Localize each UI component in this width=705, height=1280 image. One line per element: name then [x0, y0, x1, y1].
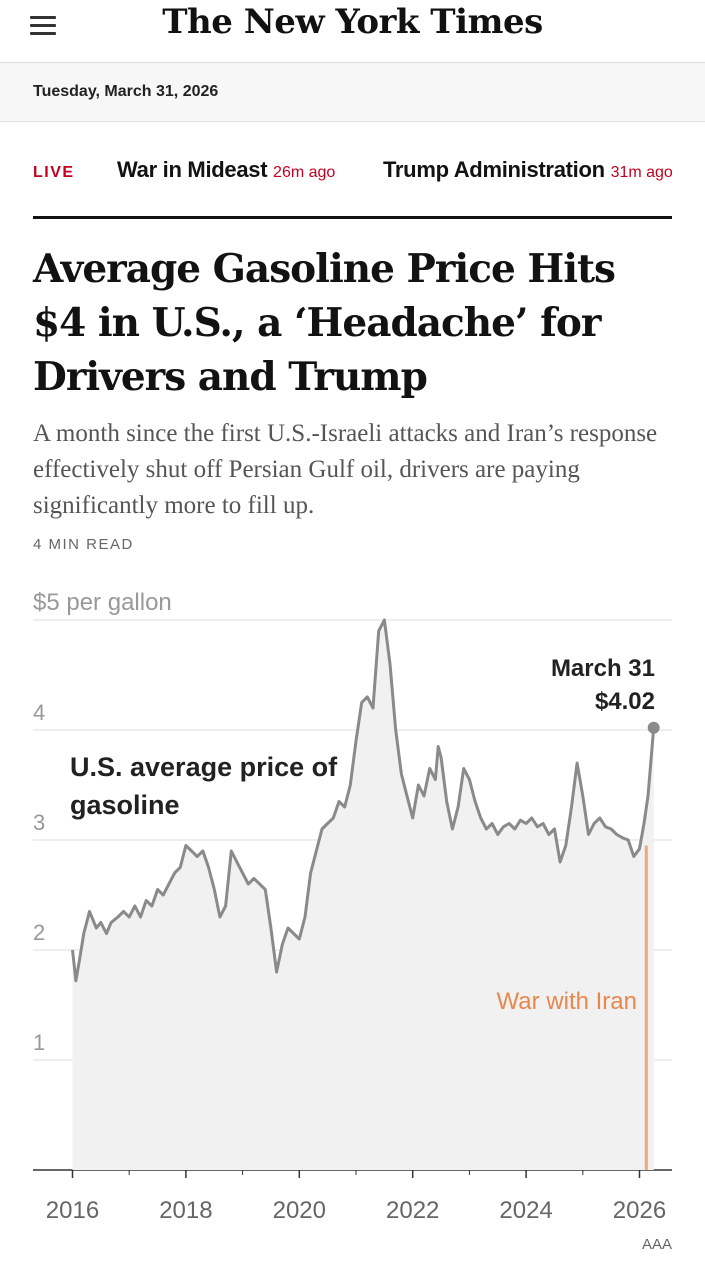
read-time: 4 MIN READ [33, 536, 134, 553]
live-link-time: 26m ago [273, 164, 336, 181]
x-tick-label: 2024 [499, 1197, 552, 1224]
live-link-title: Trump Administration [383, 157, 605, 182]
live-bar: LIVE War in Mideast 26m ago Trump Admini… [0, 122, 705, 218]
x-tick-label: 2022 [386, 1197, 439, 1224]
gas-price-chart: 2016 2018 2020 2022 2024 2026 1 2 3 4 $5 per gal… [33, 589, 672, 1253]
live-link-war-in-mideast[interactable]: War in Mideast 26m ago [117, 157, 335, 183]
live-label: LIVE [33, 164, 75, 181]
current-date: Tuesday, March 31, 2026 [33, 83, 219, 100]
live-link-trump-administration[interactable]: Trump Administration 31m ago [383, 157, 673, 183]
x-tick-label: 2020 [273, 1197, 326, 1224]
y-tick-label: 4 [33, 700, 45, 725]
y-tick-label: 1 [33, 1030, 45, 1055]
chart-title-line-2: gasoline [70, 790, 180, 820]
chart-title-line-1: U.S. average price of [70, 752, 338, 782]
source-label: AAA [642, 1236, 672, 1253]
live-link-time: 31m ago [610, 164, 673, 181]
event-label: War with Iran [497, 988, 637, 1015]
end-value-label: $4.02 [595, 688, 655, 715]
y-axis-label: $5 per gallon [33, 589, 172, 616]
y-tick-label: 2 [33, 920, 45, 945]
price-series-line [71, 618, 656, 983]
article-summary: A month since the first U.S.-Israeli att… [33, 420, 658, 519]
x-tick-label: 2026 [613, 1197, 666, 1224]
date-bar: Tuesday, March 31, 2026 [0, 63, 705, 122]
masthead-logo[interactable]: The New York Times [162, 2, 543, 42]
x-tick-label: 2018 [159, 1197, 212, 1224]
latest-price-point [647, 721, 660, 734]
article-headline[interactable]: Average Gasoline Price Hits $4 in U.S., … [33, 246, 616, 400]
end-date-label: March 31 [551, 655, 655, 682]
y-tick-label: 3 [33, 810, 45, 835]
price-area [72, 620, 654, 1170]
top-bar: The New York Times [0, 0, 705, 63]
section-rule [33, 216, 672, 219]
x-tick-label: 2016 [46, 1197, 99, 1224]
hamburger-menu-icon[interactable] [30, 16, 56, 38]
live-link-title: War in Mideast [117, 157, 268, 182]
